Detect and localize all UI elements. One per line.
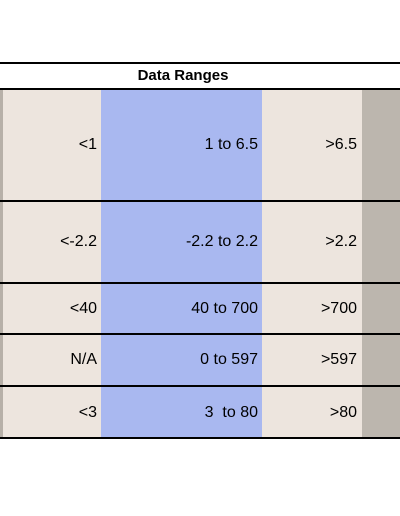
table-cell: 40 to 700: [101, 284, 262, 333]
table-cell: N/A: [3, 335, 101, 385]
table-row: N/A 0 to 597 >597: [0, 333, 400, 385]
row-shade: [362, 387, 400, 438]
row-shade: [362, 90, 400, 200]
table-row: <40 40 to 700 >700: [0, 282, 400, 333]
table-cell: >80: [262, 387, 362, 438]
table-cell: -2.2 to 2.2: [101, 202, 262, 282]
row-edge: [0, 387, 3, 438]
table-row: <3 3 to 80 >80: [0, 385, 400, 438]
row-edge: [0, 90, 3, 200]
row-edge: [0, 202, 3, 282]
table-cell: >700: [262, 284, 362, 333]
table-cell: <40: [3, 284, 101, 333]
table-cell: 3 to 80: [101, 387, 262, 438]
row-edge: [0, 335, 3, 385]
row-edge: [0, 284, 3, 333]
table-row: <1 1 to 6.5 >6.5: [0, 88, 400, 200]
table-cell: <1: [3, 90, 101, 200]
row-shade: [362, 335, 400, 385]
table-cell: 1 to 6.5: [101, 90, 262, 200]
table-row: <-2.2 -2.2 to 2.2 >2.2: [0, 200, 400, 282]
table-cell: <-2.2: [3, 202, 101, 282]
table-header: Data Ranges: [0, 62, 400, 88]
row-shade: [362, 284, 400, 333]
table-bottom-border: [0, 437, 400, 439]
table-cell: >2.2: [262, 202, 362, 282]
row-shade: [362, 202, 400, 282]
table-cell: 0 to 597: [101, 335, 262, 385]
table-cell: >597: [262, 335, 362, 385]
table-cell: >6.5: [262, 90, 362, 200]
table-cell: <3: [3, 387, 101, 438]
header-title: Data Ranges: [137, 67, 229, 84]
